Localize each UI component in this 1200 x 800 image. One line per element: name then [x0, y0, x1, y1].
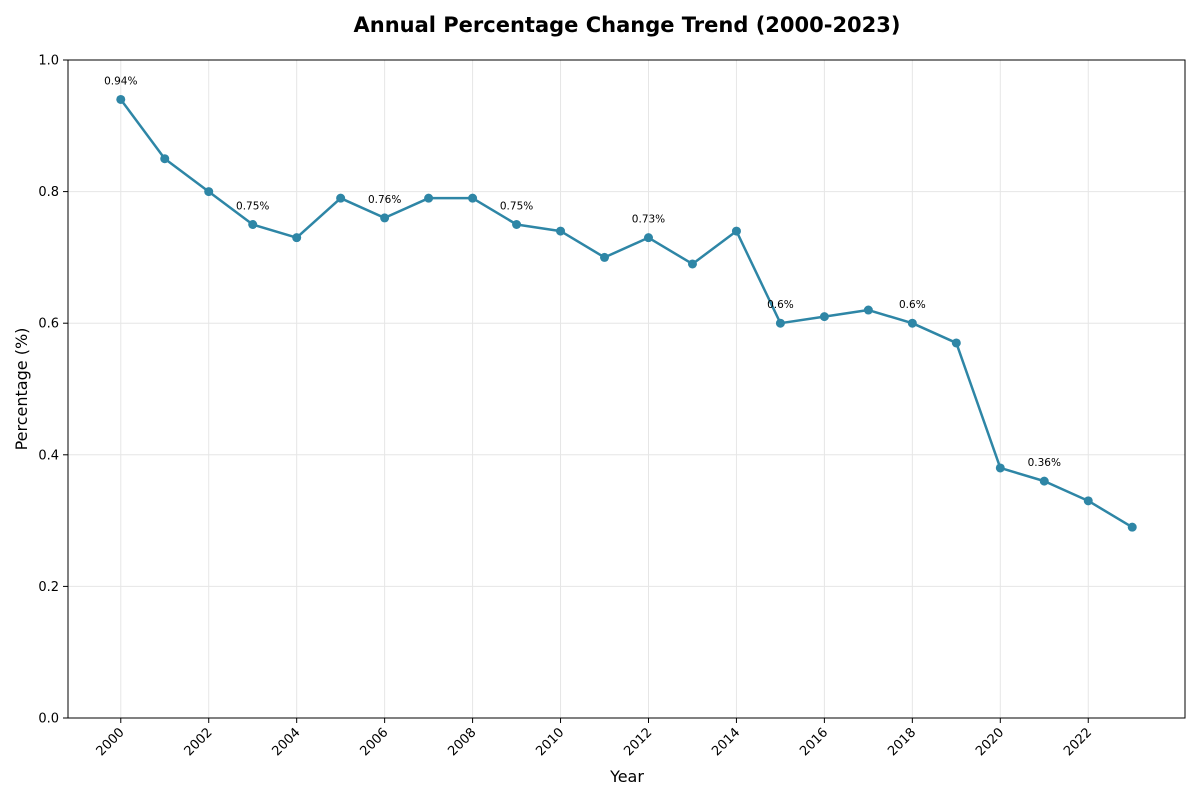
data-label: 0.36% — [1028, 457, 1061, 469]
data-point — [731, 226, 741, 236]
data-label: 0.94% — [104, 75, 137, 87]
data-label: 0.6% — [767, 299, 794, 311]
data-labels: 0.94% 0.75% 0.76% 0.75% 0.73% 0.6% 0.6% 0.36% — [104, 75, 1061, 469]
data-point — [468, 193, 478, 203]
data-label: 0.76% — [368, 194, 401, 206]
data-label: 0.6% — [899, 299, 926, 311]
data-point — [160, 154, 170, 164]
series-line — [119, 98, 1134, 529]
data-point — [643, 233, 653, 243]
data-point — [775, 318, 785, 328]
data-label: 0.75% — [236, 201, 269, 213]
data-point — [951, 338, 961, 348]
data-point — [556, 226, 566, 236]
y-axis: 0.0 0.2 0.4 0.6 0.8 1.0 — [38, 54, 68, 727]
data-label: 0.75% — [500, 201, 533, 213]
y-tick-label: 0.8 — [38, 185, 59, 200]
y-axis-title: Percentage (%) — [12, 328, 31, 451]
plot-frame — [67, 59, 1186, 719]
data-point — [995, 463, 1005, 473]
data-point — [380, 213, 390, 223]
data-point — [819, 312, 829, 322]
data-point — [687, 259, 697, 269]
chart-title: Annual Percentage Change Trend (2000-202… — [354, 13, 901, 37]
y-tick-label: 0.0 — [38, 712, 59, 727]
y-tick-label: 0.4 — [38, 448, 59, 463]
data-point — [1127, 522, 1137, 532]
y-tick-label: 0.6 — [38, 317, 59, 332]
data-point — [600, 252, 610, 262]
y-tick-label: 0.2 — [38, 580, 59, 595]
data-point — [116, 94, 126, 104]
x-axis-title: Year — [609, 767, 644, 786]
data-point — [424, 193, 434, 203]
data-point — [1083, 496, 1093, 506]
data-point — [907, 318, 917, 328]
points-layer — [116, 94, 1137, 532]
data-label: 0.73% — [632, 214, 665, 226]
data-point — [292, 233, 302, 243]
data-point — [336, 193, 346, 203]
data-point — [863, 305, 873, 315]
data-point — [512, 220, 522, 229]
data-point — [248, 220, 258, 229]
data-point — [204, 187, 214, 197]
y-tick-label: 1.0 — [38, 54, 59, 69]
data-point — [1039, 476, 1049, 486]
series-layer — [119, 98, 1134, 529]
